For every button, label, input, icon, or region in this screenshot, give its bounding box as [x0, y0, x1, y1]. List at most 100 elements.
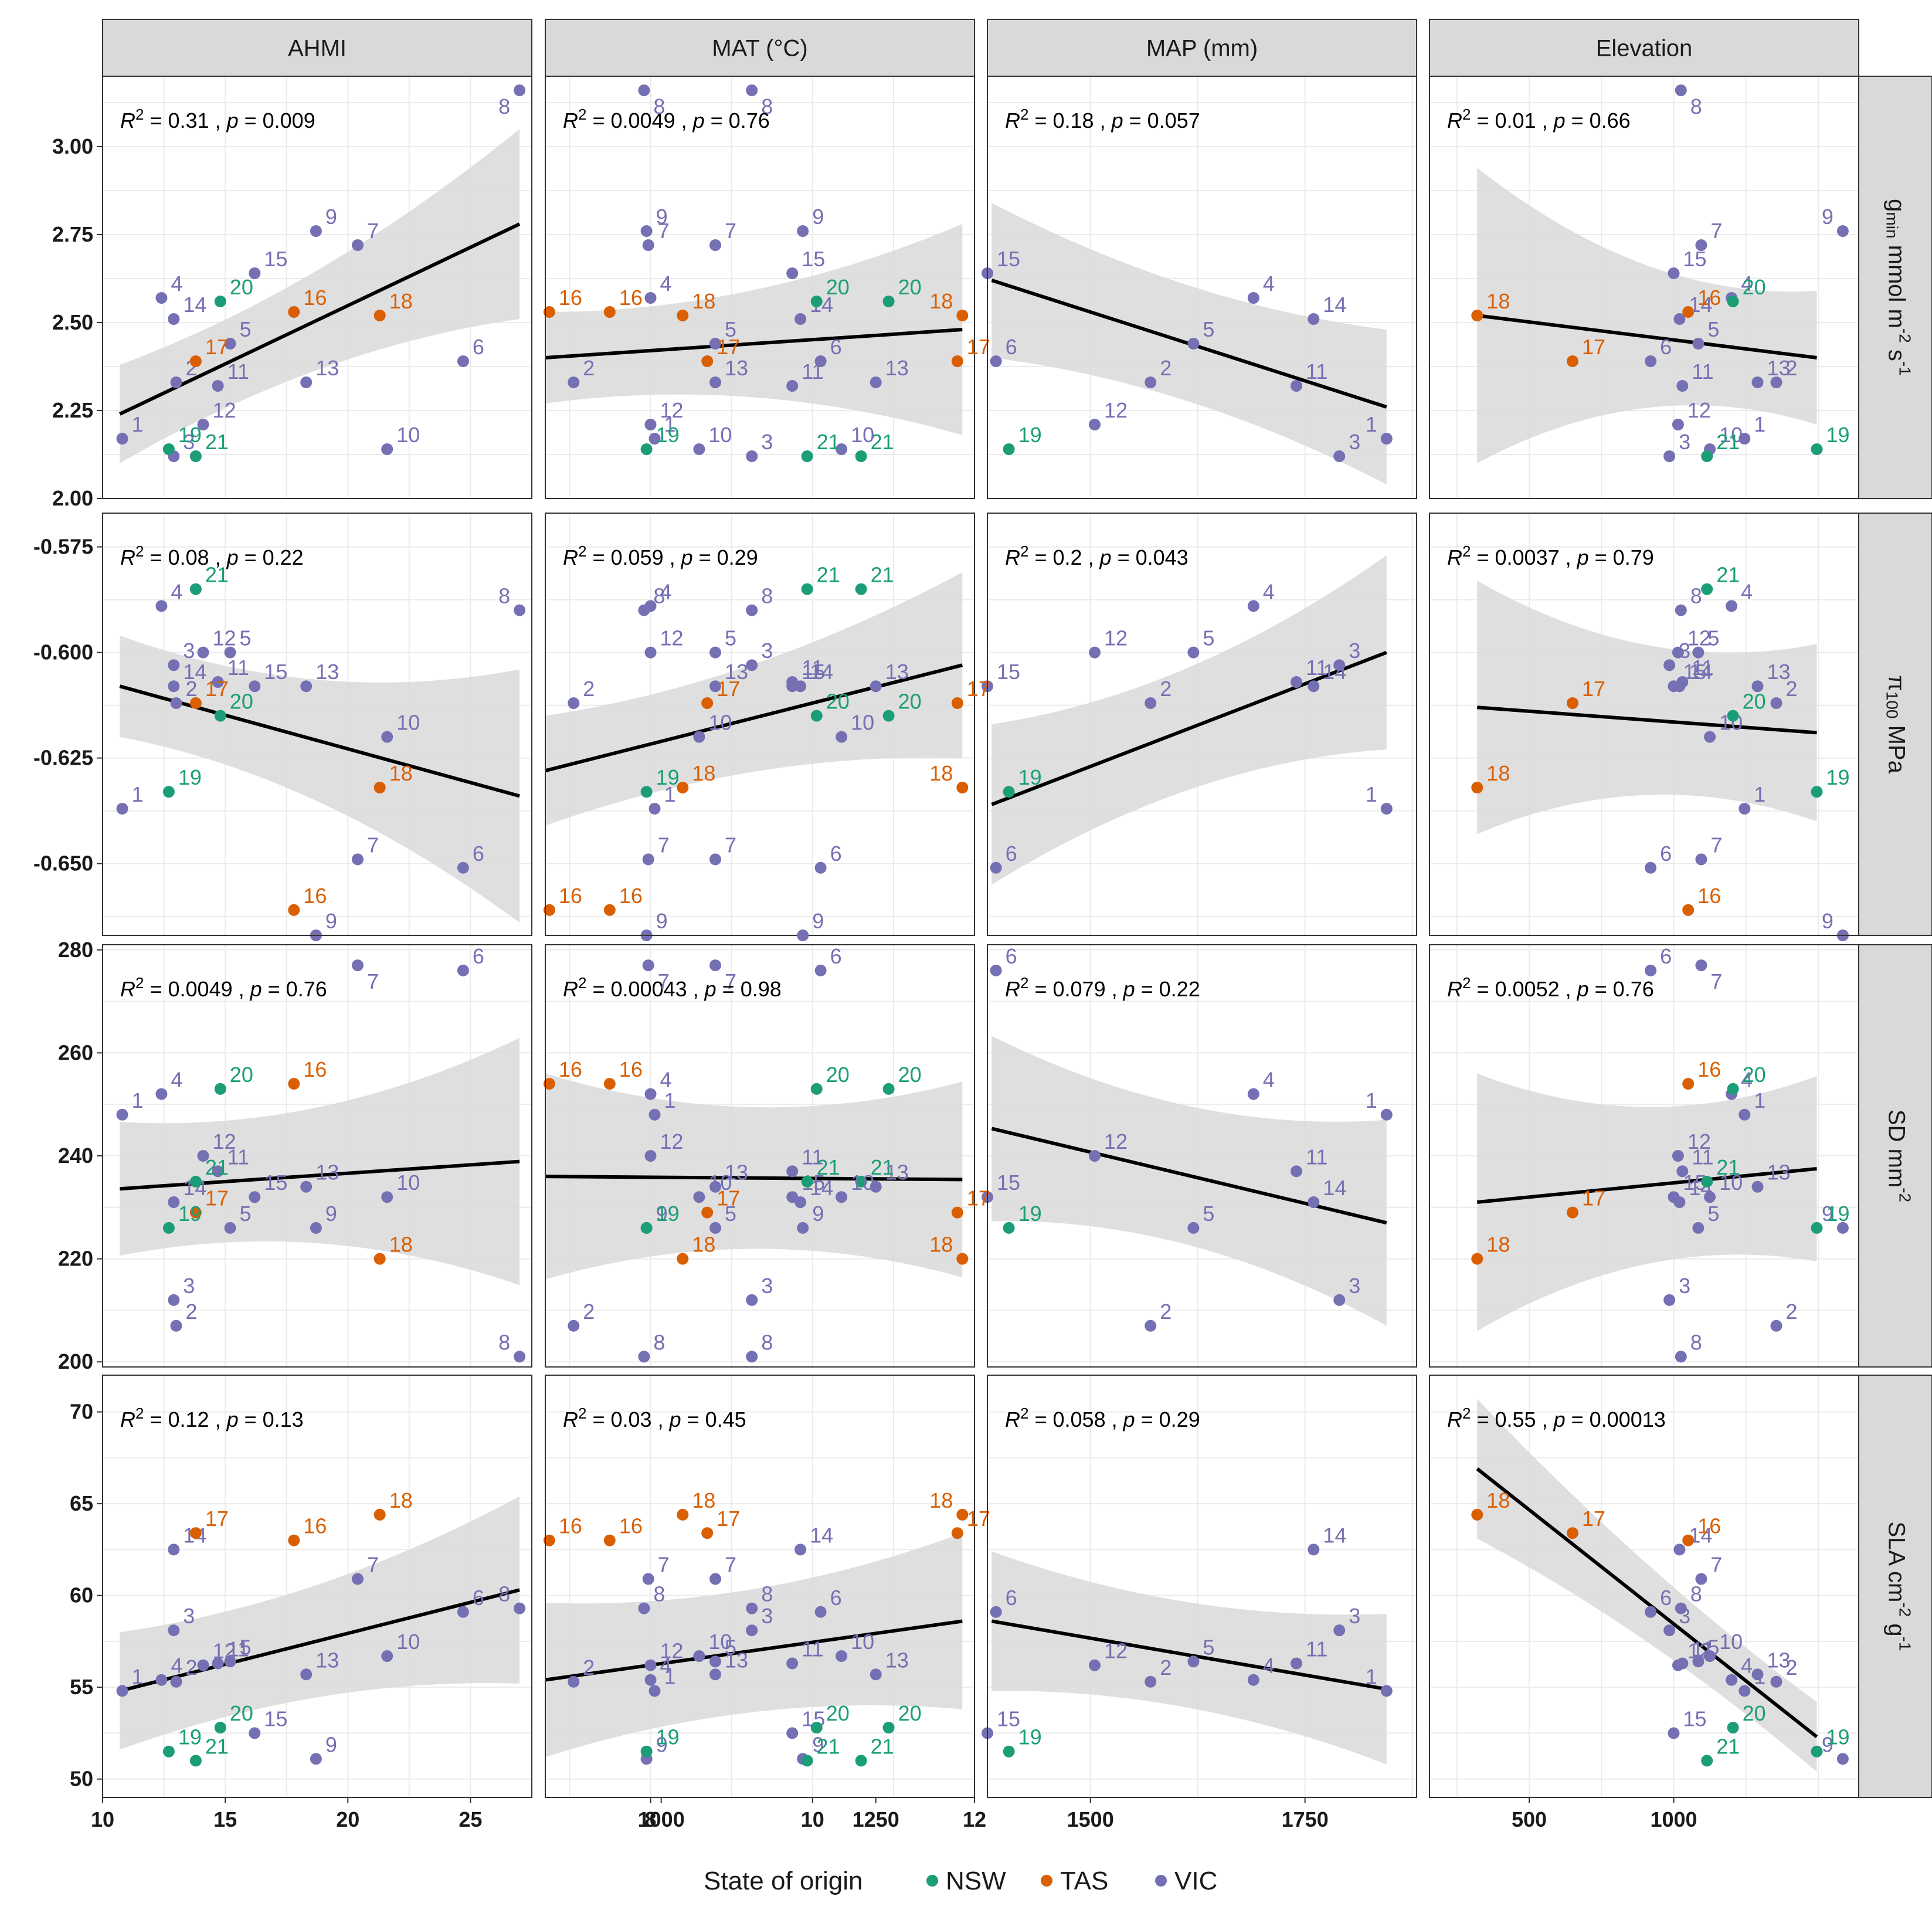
point-label-21: 21: [871, 563, 894, 587]
row-strip-label-0: gmin mmol m-2 s-1: [1883, 199, 1914, 376]
point-16: [288, 306, 300, 318]
point-label-17: 17: [717, 677, 740, 701]
point-20: [214, 1083, 226, 1095]
point-label-10: 10: [851, 1630, 874, 1654]
point-1: [116, 803, 128, 815]
point-label-21: 21: [817, 430, 840, 454]
point-18: [956, 310, 969, 321]
point-label-9: 9: [812, 1732, 824, 1756]
point-10: [381, 1191, 393, 1203]
panel-border-1-2: [987, 513, 1417, 936]
point-4: [1247, 1088, 1259, 1100]
point-label-2: 2: [186, 1300, 198, 1324]
point-label-11: 11: [1692, 1637, 1713, 1661]
point-label-12: 12: [213, 1639, 236, 1663]
point-label-5: 5: [240, 1635, 252, 1659]
point-label-21: 21: [1716, 563, 1740, 587]
point-8: [746, 1602, 758, 1614]
point-label-13: 13: [1767, 356, 1791, 380]
point-6: [457, 355, 469, 367]
point-label-21: 21: [205, 1155, 229, 1179]
column-strip-3: [1429, 19, 1859, 77]
point-label-4: 4: [171, 1654, 182, 1678]
point-label-13: 13: [885, 1648, 909, 1672]
point-label-6: 6: [1660, 1586, 1672, 1610]
point-label-17: 17: [717, 1186, 740, 1210]
point-label-9: 9: [1822, 1202, 1833, 1226]
stat-annotation-1-2: R2 = 0.2 , p = 0.043: [1005, 542, 1189, 569]
point-label-11: 11: [1692, 359, 1713, 384]
point-label-18: 18: [1486, 1233, 1510, 1257]
point-15: [1668, 1727, 1680, 1739]
point-1: [648, 433, 661, 445]
point-label-14: 14: [1689, 660, 1712, 684]
point-12: [197, 419, 209, 430]
point-12: [1672, 1659, 1684, 1671]
point-12: [644, 646, 657, 659]
panel-border-1-3: [1429, 513, 1859, 936]
point-17: [1567, 355, 1578, 367]
point-label-15: 15: [264, 247, 287, 271]
panel-border-2-3: [1429, 944, 1859, 1368]
point-17: [951, 1206, 963, 1219]
point-label-2: 2: [583, 1655, 595, 1680]
point-label-11: 11: [802, 359, 823, 384]
point-label-14: 14: [1323, 1176, 1346, 1200]
point-label-17: 17: [1582, 1186, 1605, 1210]
point-6: [1645, 355, 1657, 367]
panel-border-3-0: [102, 1375, 532, 1798]
y-tick-label-2-1: 220: [58, 1247, 93, 1271]
point-label-6: 6: [473, 1586, 484, 1610]
point-label-17: 17: [1582, 1507, 1605, 1531]
point-9: [797, 1222, 809, 1234]
point-label-1: 1: [1366, 412, 1377, 436]
point-label-17: 17: [1582, 677, 1605, 701]
point-1: [116, 1685, 128, 1697]
point-20: [882, 1722, 895, 1733]
point-label-4: 4: [171, 272, 182, 296]
point-18: [374, 782, 386, 793]
point-21: [189, 583, 202, 595]
point-label-18: 18: [929, 1233, 953, 1257]
confidence-ribbon-3-1: [545, 1533, 963, 1758]
point-label-7: 7: [367, 1553, 379, 1577]
point-label-16: 16: [619, 1514, 643, 1538]
point-7: [709, 239, 721, 251]
y-tick-label-0-1: 2.25: [52, 398, 93, 422]
panel-grid: AHMI MAT (°C) MAP (mm) Elevation gmin mmol m…: [33, 19, 1932, 1831]
point-3: [746, 450, 758, 462]
point-label-1: 1: [132, 782, 144, 806]
confidence-ribbon-1-3: [1477, 581, 1817, 834]
point-label-20: 20: [1743, 1701, 1766, 1725]
regression-line-1-0: [119, 684, 520, 798]
x-tick-label-1-1: 10: [801, 1807, 824, 1831]
point-21: [189, 1175, 202, 1188]
panel-border-0-3: [1429, 76, 1859, 499]
point-2: [1145, 376, 1157, 388]
point-21: [189, 450, 202, 462]
panel-border-0-0: [102, 76, 532, 499]
point-2: [1770, 1675, 1782, 1688]
point-5: [709, 338, 721, 350]
point-8: [1675, 84, 1687, 96]
point-8: [514, 84, 526, 96]
point-label-4: 4: [1263, 272, 1275, 296]
point-8: [1675, 604, 1687, 616]
point-11: [1291, 1657, 1302, 1670]
point-7: [709, 853, 721, 866]
panel-border-2-2: [987, 944, 1417, 1368]
point-13: [300, 1180, 313, 1193]
point-label-5: 5: [240, 317, 252, 341]
point-2: [1145, 697, 1157, 709]
point-9: [310, 1222, 322, 1234]
point-label-6: 6: [830, 944, 842, 968]
point-12: [1672, 1150, 1684, 1162]
point-label-7: 7: [725, 1553, 736, 1577]
point-label-15: 15: [997, 660, 1020, 684]
point-1: [116, 1108, 128, 1121]
point-18: [1471, 310, 1483, 321]
point-label-2: 2: [1786, 1300, 1798, 1324]
point-5: [1187, 338, 1200, 350]
